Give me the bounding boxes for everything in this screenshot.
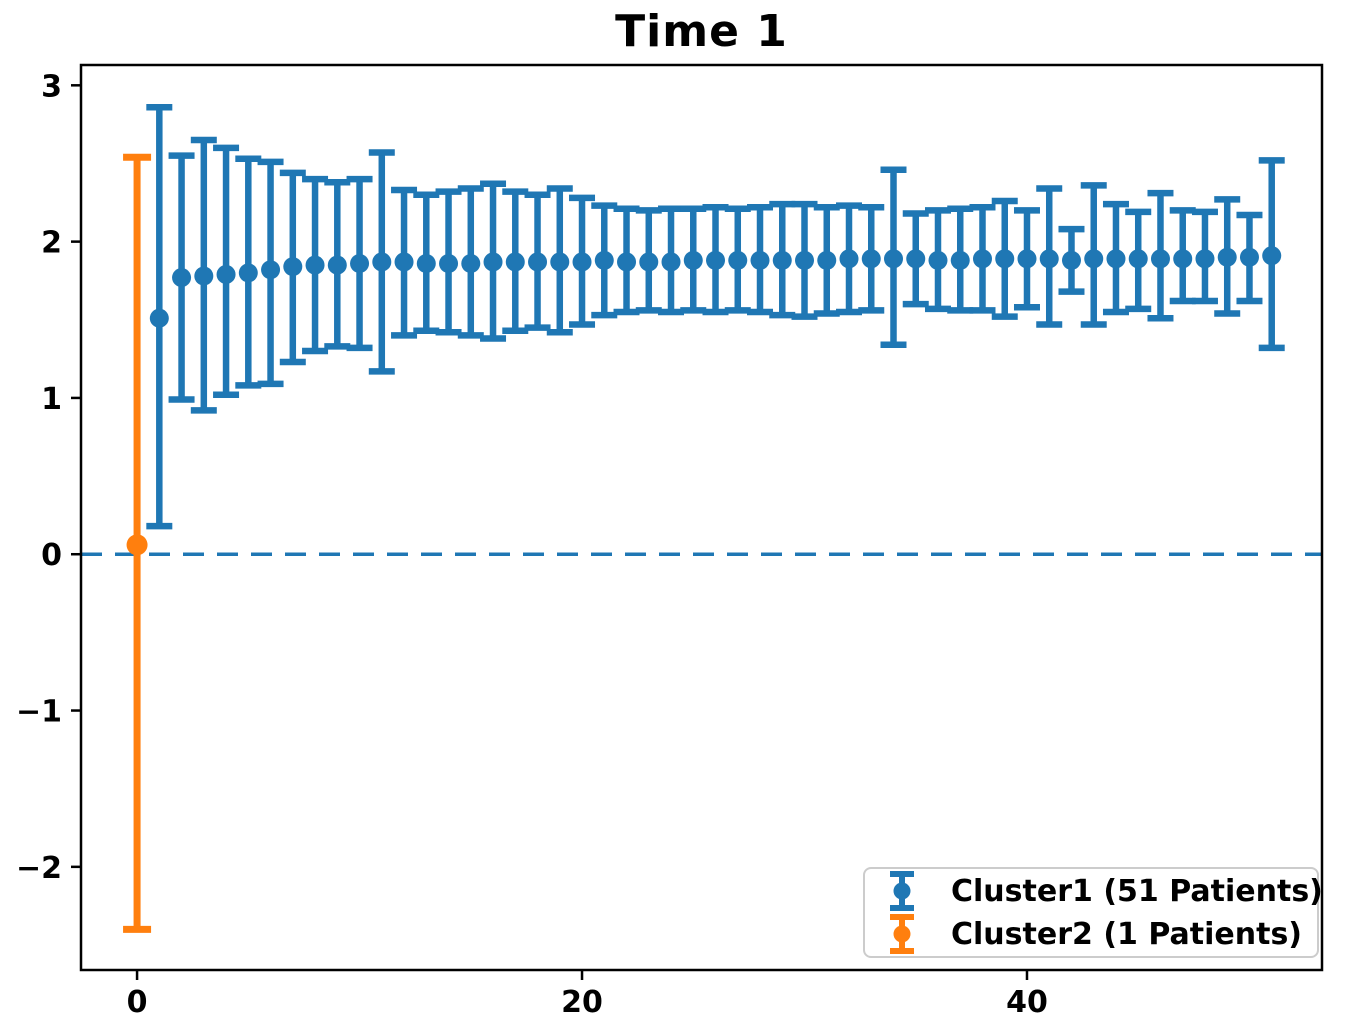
errorbar-point — [613, 205, 640, 316]
chart-title: Time 1 — [615, 6, 788, 57]
errorbar-point — [1214, 196, 1241, 317]
errorbar-point — [591, 202, 618, 319]
errorbar-glyph-cluster2 — [890, 914, 914, 954]
errorbar-point — [1102, 200, 1129, 316]
errorbar-point — [524, 191, 551, 331]
x-axis: 0 20 40 — [127, 970, 1048, 1020]
y-axis: −2 −1 0 1 2 3 — [16, 69, 81, 886]
errorbar-point — [769, 200, 796, 319]
errorbar-point — [546, 185, 573, 336]
errorbar-point — [279, 169, 306, 366]
errorbar-point — [324, 178, 351, 350]
errorbar-point — [368, 149, 395, 375]
errorbar-point — [991, 197, 1018, 320]
errorbar-point — [413, 191, 440, 334]
errorbar-point — [391, 186, 418, 339]
x-tick-label: 0 — [127, 985, 148, 1020]
errorbar-point — [1236, 211, 1263, 305]
legend: Cluster1 (51 Patients) Cluster2 (1 Patie… — [863, 867, 1323, 958]
errorbar-point — [680, 205, 707, 314]
legend-item-cluster1: Cluster1 (51 Patients) — [885, 870, 1323, 912]
errorbar-point — [168, 152, 195, 403]
y-tick-label: 0 — [41, 538, 62, 573]
legend-item-cluster2: Cluster2 (1 Patients) — [885, 913, 1317, 955]
errorbar-point — [858, 203, 885, 314]
y-tick-label: −1 — [16, 695, 62, 730]
x-tick-label: 40 — [1006, 985, 1048, 1020]
errorbar-point — [635, 207, 662, 314]
series-1 — [146, 103, 1285, 530]
plot-area-border — [79, 63, 1324, 972]
errorbar-point — [702, 203, 729, 316]
errorbar-point — [813, 203, 840, 317]
errorbar-glyph-cluster1 — [890, 871, 914, 911]
errorbar-point — [435, 188, 462, 336]
errorbar-point — [213, 144, 240, 399]
series-2 — [123, 153, 152, 933]
errorbar-point — [880, 166, 907, 349]
errorbar-point — [1013, 207, 1040, 311]
errorbar-point — [1191, 208, 1218, 305]
errorbar-point — [1147, 189, 1174, 322]
errorbar-point — [190, 136, 217, 414]
errorbar-point — [302, 175, 329, 355]
errorbar-point — [747, 203, 774, 316]
errorbar-point — [924, 207, 951, 313]
errorbar-point — [969, 203, 996, 314]
y-tick-label: 3 — [41, 69, 62, 104]
errorbar-point — [1036, 185, 1063, 328]
errorbar-point — [1169, 207, 1196, 305]
errorbar-point — [146, 103, 173, 530]
y-tick-label: 1 — [41, 382, 62, 417]
x-tick-label: 20 — [561, 985, 603, 1020]
y-tick-label: 2 — [41, 226, 62, 261]
errorbar-point — [346, 175, 373, 352]
errorbar-point — [457, 185, 484, 339]
errorbar-point — [1125, 208, 1152, 313]
errorbar-point — [791, 200, 818, 320]
errorbar-point — [902, 210, 929, 308]
errorbar-point — [724, 205, 751, 314]
errorbar-point — [1058, 225, 1085, 295]
errorbar-point — [480, 180, 507, 342]
errorbar-point — [502, 188, 529, 334]
errorbar-point — [658, 205, 685, 316]
errorbar-point — [1080, 182, 1107, 328]
legend-label-cluster2: Cluster2 (1 Patients) — [951, 916, 1303, 952]
errorbar-point — [947, 205, 974, 314]
errorbar-point — [235, 155, 262, 389]
errorbar-point — [1258, 157, 1285, 352]
errorbar-point — [836, 202, 863, 316]
errorbar-point — [257, 158, 284, 388]
legend-label-cluster1: Cluster1 (51 Patients) — [951, 873, 1323, 909]
errorbar-point — [123, 153, 152, 933]
errorbar-point — [569, 194, 596, 328]
y-tick-label: −2 — [16, 851, 62, 886]
